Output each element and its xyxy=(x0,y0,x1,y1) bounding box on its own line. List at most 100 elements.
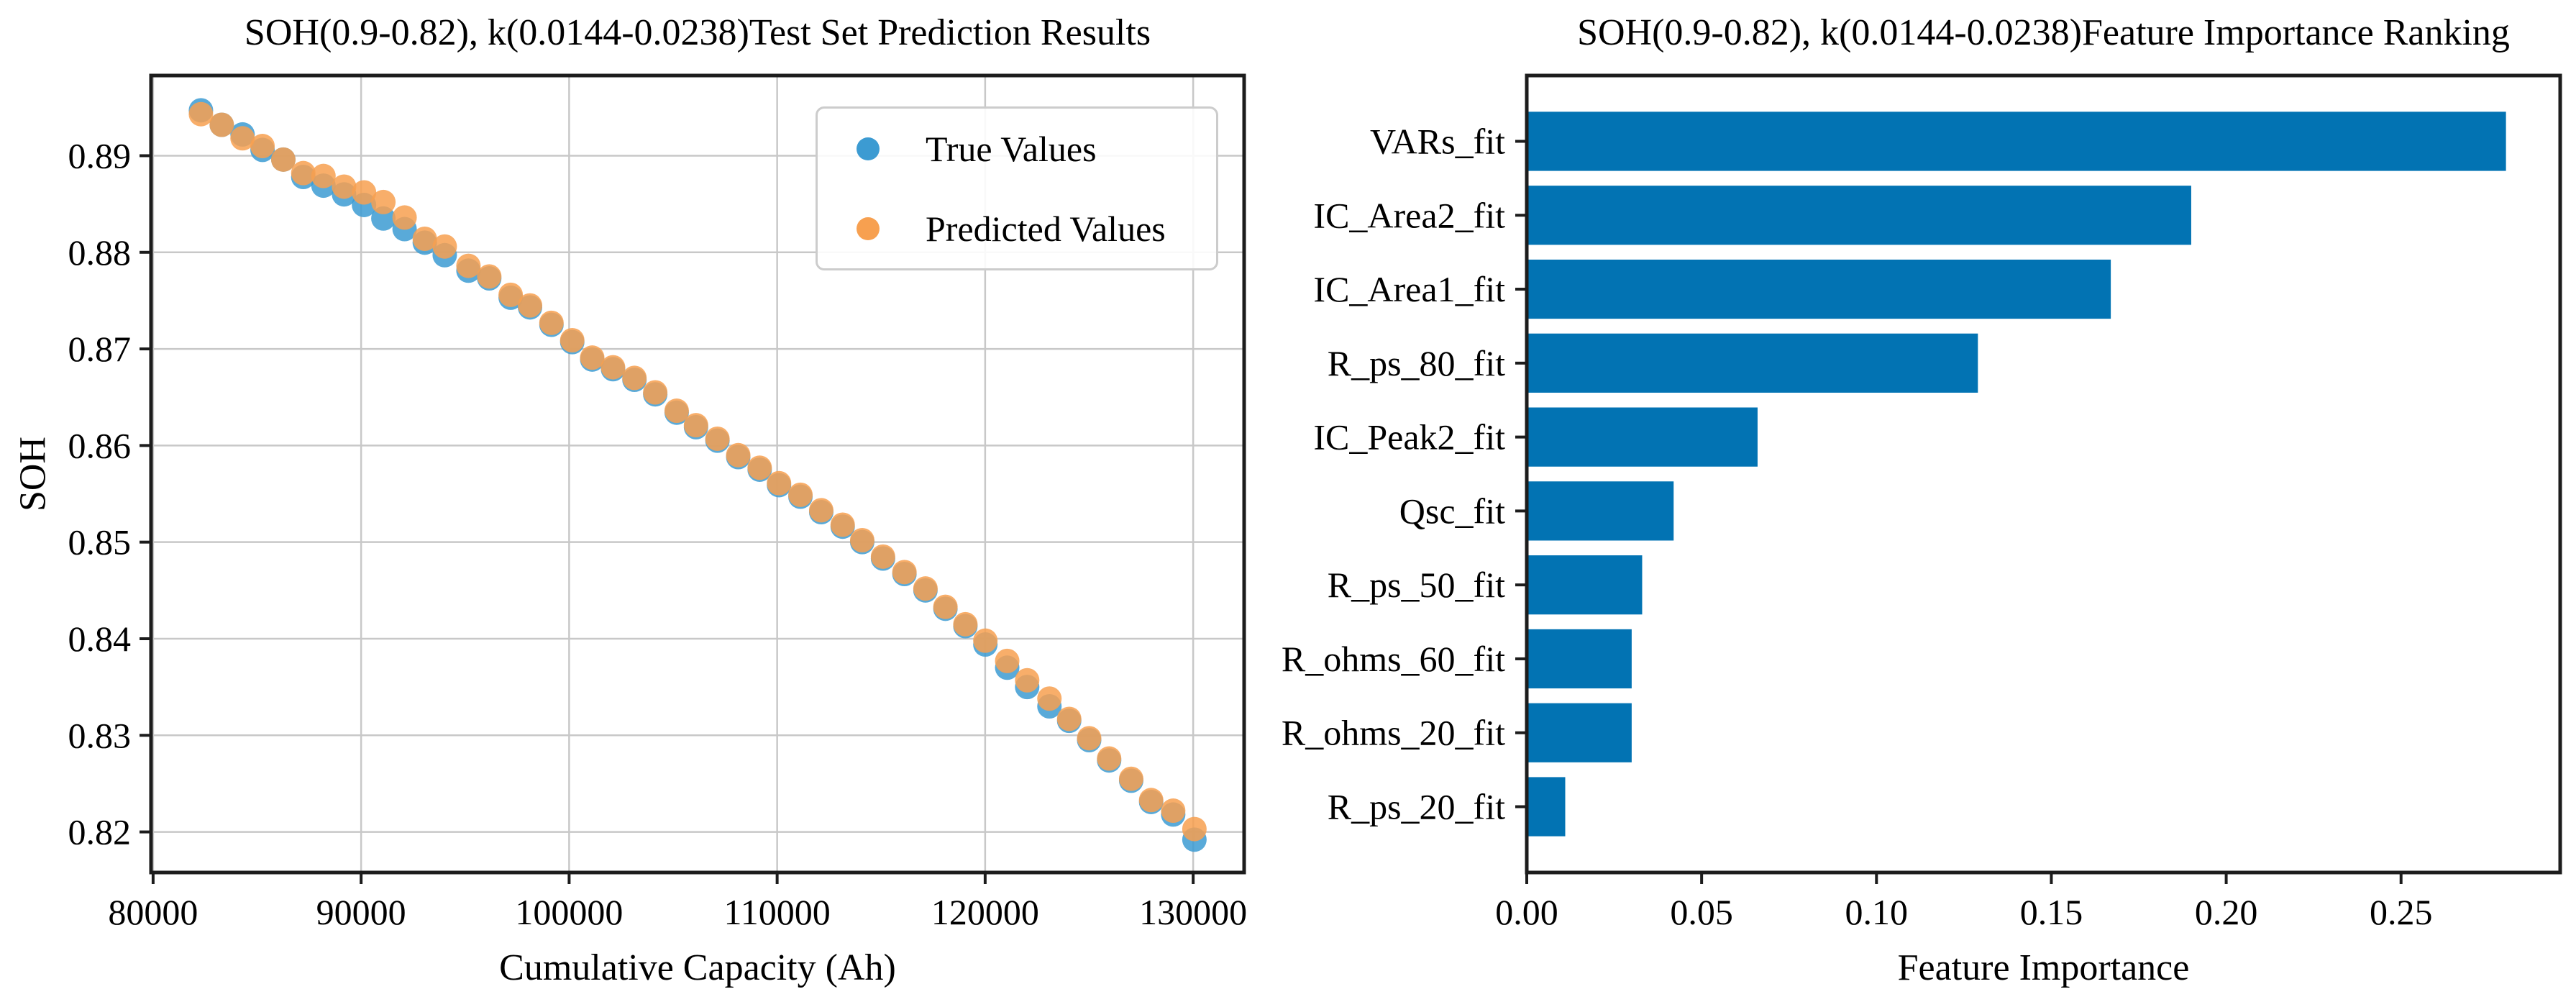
data-point xyxy=(1037,686,1062,711)
data-point xyxy=(913,576,938,601)
tick-label: R_ohms_60_fit xyxy=(1282,639,1505,679)
data-point xyxy=(892,560,917,585)
data-point xyxy=(1097,746,1122,771)
data-point xyxy=(808,498,833,523)
tick-label: IC_Peak2_fit xyxy=(1313,417,1505,457)
tick-label: 130000 xyxy=(1139,892,1247,932)
bar-IC_Area1_fit xyxy=(1527,259,2111,319)
data-point xyxy=(830,512,855,537)
tick-label: R_ohms_20_fit xyxy=(1282,713,1505,753)
legend-entry-predicted: Predicted Values xyxy=(818,193,1216,265)
bar-Qsc_fit xyxy=(1527,481,1674,541)
data-point xyxy=(933,594,958,619)
legend-label-true: True Values xyxy=(926,128,1097,169)
bar-VARs_fit xyxy=(1527,111,2506,171)
tick-label: 90000 xyxy=(316,892,406,932)
tick-label: 80000 xyxy=(108,892,198,932)
tick-label: 0.88 xyxy=(68,232,132,273)
bar-y-axis: VARs_fit IC_Area2_fit IC_Area1_fit R_ps_80_… xyxy=(1282,121,1527,827)
data-point xyxy=(1077,726,1102,751)
data-point xyxy=(371,189,396,214)
data-point xyxy=(412,226,437,251)
right-chart-xlabel: Feature Importance xyxy=(1897,947,2190,988)
data-point xyxy=(643,380,668,405)
data-point xyxy=(580,345,605,370)
data-point xyxy=(664,398,689,424)
tick-label: 0.87 xyxy=(68,329,132,369)
data-point xyxy=(539,310,564,335)
scatter-y-axis: 0.82 0.83 0.84 0.85 0.86 0.87 0.88 0.89 xyxy=(68,135,151,852)
data-point xyxy=(1056,706,1082,732)
data-point xyxy=(250,134,275,159)
data-point xyxy=(726,442,751,468)
data-point xyxy=(432,234,457,259)
data-point xyxy=(188,101,214,127)
legend-label-predicted: Predicted Values xyxy=(926,208,1166,249)
data-point xyxy=(352,180,377,205)
tick-label: 0.15 xyxy=(2020,892,2083,932)
data-point xyxy=(518,293,543,318)
tick-label: Qsc_fit xyxy=(1399,491,1505,531)
legend-box: True Values Predicted Values xyxy=(816,106,1218,270)
data-point xyxy=(230,126,255,151)
bar-R_ps_80_fit xyxy=(1527,333,1978,393)
data-point xyxy=(209,112,234,137)
bar-R_ps_50_fit xyxy=(1527,555,1643,615)
scatter-points xyxy=(188,98,1207,852)
data-point xyxy=(1015,667,1040,693)
data-point xyxy=(705,426,730,451)
data-point xyxy=(332,174,357,199)
tick-label: R_ps_50_fit xyxy=(1328,565,1505,605)
left-chart-title: SOH(0.9-0.82), k(0.0144-0.0238)Test Set … xyxy=(244,12,1151,53)
data-point xyxy=(622,365,647,391)
tick-label: 0.83 xyxy=(68,715,132,755)
data-point xyxy=(270,147,296,172)
data-point xyxy=(392,205,417,230)
true-values-marker-icon xyxy=(857,137,880,160)
tick-label: 0.86 xyxy=(68,425,132,465)
bar-frame xyxy=(1525,73,2562,875)
tick-label: 0.20 xyxy=(2195,892,2258,932)
bar-IC_Area2_fit xyxy=(1527,186,2191,245)
data-point xyxy=(498,282,524,307)
tick-label: IC_Area2_fit xyxy=(1313,195,1505,235)
data-point xyxy=(747,455,772,480)
bar-R_ohms_60_fit xyxy=(1527,629,1632,689)
tick-label: 120000 xyxy=(931,892,1039,932)
tick-label: 0.84 xyxy=(68,619,132,659)
data-point xyxy=(1182,816,1207,842)
data-point xyxy=(559,327,585,352)
bar-R_ps_20_fit xyxy=(1527,777,1566,837)
tick-label: 0.85 xyxy=(68,522,132,562)
tick-label: 100000 xyxy=(515,892,623,932)
data-point xyxy=(683,413,708,438)
data-point xyxy=(767,470,792,496)
bar-IC_Peak2_fit xyxy=(1527,407,1758,467)
data-point xyxy=(477,264,502,289)
data-point xyxy=(1138,788,1164,813)
data-point xyxy=(1118,766,1143,791)
data-point xyxy=(456,253,481,278)
tick-label: 0.89 xyxy=(68,135,132,176)
left-chart-xlabel: Cumulative Capacity (Ah) xyxy=(499,947,896,988)
importance-bars xyxy=(1527,111,2506,837)
legend-entry-true: True Values xyxy=(818,113,1216,185)
data-point xyxy=(995,648,1020,673)
tick-label: 0.82 xyxy=(68,812,132,852)
data-point xyxy=(1161,798,1186,824)
data-point xyxy=(953,611,978,637)
tick-label: 0.05 xyxy=(1670,892,1733,932)
right-chart-title: SOH(0.9-0.82), k(0.0144-0.0238)Feature I… xyxy=(1577,12,2510,53)
tick-label: 0.00 xyxy=(1495,892,1558,932)
tick-label: 110000 xyxy=(724,892,831,932)
predicted-values-marker-icon xyxy=(857,217,880,240)
tick-label: IC_Area1_fit xyxy=(1313,269,1505,309)
data-point xyxy=(973,628,998,653)
data-point xyxy=(311,163,336,188)
scatter-frame xyxy=(149,73,1246,875)
scatter-x-axis: 80000 90000 100000 110000 120000 130000 xyxy=(108,872,1247,932)
bar-x-axis: 0.00 0.05 0.10 0.15 0.20 0.25 xyxy=(1495,872,2432,932)
tick-label: 0.10 xyxy=(1845,892,1909,932)
